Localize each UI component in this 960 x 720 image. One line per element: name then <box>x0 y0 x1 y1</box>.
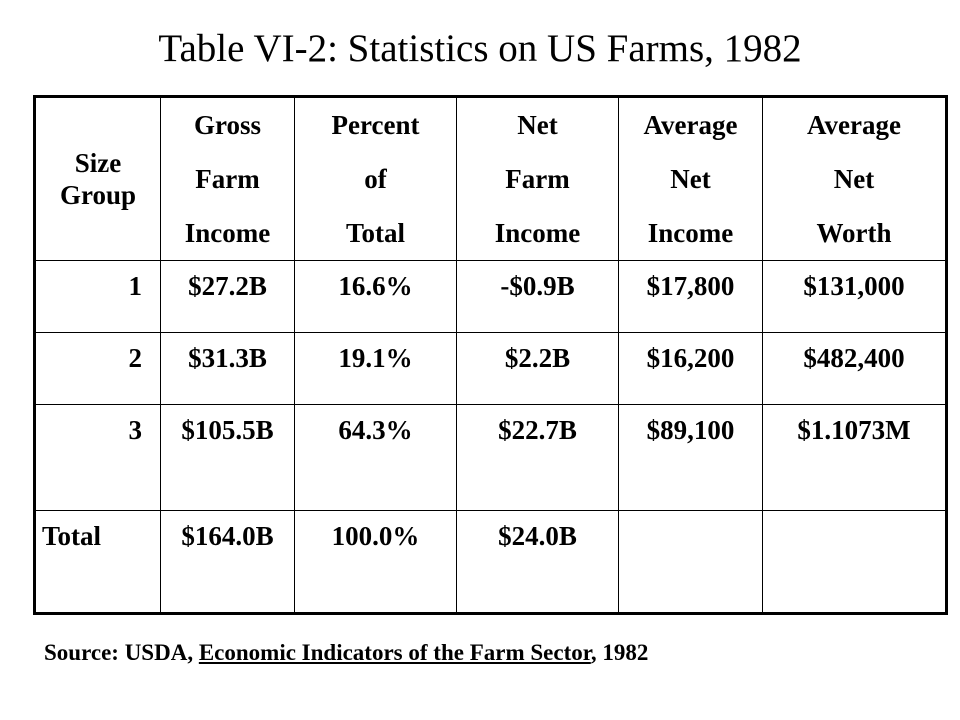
cell-net-farm-income: -$0.9B <box>456 260 619 333</box>
cell-size-group: Total <box>34 510 161 614</box>
table-row: Total $164.0B 100.0% $24.0B <box>34 510 947 614</box>
cell-average-net-income: $17,800 <box>618 260 763 333</box>
cell-gross-farm-income: $31.3B <box>160 332 295 405</box>
header-line: of <box>364 164 387 194</box>
cell-average-net-income: $89,100 <box>618 404 763 511</box>
header-line: Net <box>517 110 558 140</box>
header-average-net-worth: Average Net Worth <box>762 96 947 261</box>
cell-size-group: 3 <box>34 404 161 511</box>
header-line: Income <box>184 218 271 248</box>
header-row: Size Group Gross Farm Income Percent of … <box>34 96 947 261</box>
cell-net-farm-income: $22.7B <box>456 404 619 511</box>
cell-average-net-worth <box>762 510 947 614</box>
header-line: Farm <box>505 164 570 194</box>
cell-size-group: 1 <box>34 260 161 333</box>
cell-gross-farm-income: $105.5B <box>160 404 295 511</box>
header-line: Worth <box>816 218 892 248</box>
header-line: Average <box>807 110 901 140</box>
source-publication-title: Economic Indicators of the Farm Sector <box>198 640 591 665</box>
source-prefix: Source: USDA, <box>44 640 199 665</box>
cell-gross-farm-income: $27.2B <box>160 260 295 333</box>
header-line: Group <box>59 180 137 210</box>
page-title: Table VI-2: Statistics on US Farms, 1982 <box>158 27 802 70</box>
header-line: Size <box>74 148 122 178</box>
cell-average-net-income <box>618 510 763 614</box>
header-gross-farm-income: Gross Farm Income <box>160 96 295 261</box>
header-percent-of-total: Percent of Total <box>294 96 457 261</box>
header-line: Net <box>833 164 875 194</box>
cell-percent-of-total: 100.0% <box>294 510 457 614</box>
header-line: Gross <box>193 110 261 140</box>
table-row: 3 $105.5B 64.3% $22.7B $89,100 $1.1073M <box>34 404 947 511</box>
cell-average-net-worth: $482,400 <box>762 332 947 405</box>
cell-net-farm-income: $2.2B <box>456 332 619 405</box>
farm-statistics-table: Size Group Gross Farm Income Percent of … <box>33 95 948 615</box>
cell-average-net-worth: $131,000 <box>762 260 947 333</box>
table-row: 1 $27.2B 16.6% -$0.9B $17,800 $131,000 <box>34 260 947 333</box>
header-line: Total <box>345 218 406 248</box>
header-line: Income <box>494 218 581 248</box>
cell-average-net-worth: $1.1073M <box>762 404 947 511</box>
cell-percent-of-total: 16.6% <box>294 260 457 333</box>
cell-average-net-income: $16,200 <box>618 332 763 405</box>
header-net-farm-income: Net Farm Income <box>456 96 619 261</box>
cell-gross-farm-income: $164.0B <box>160 510 295 614</box>
header-line: Income <box>647 218 734 248</box>
source-citation: Source: USDA, Economic Indicators of the… <box>44 640 648 666</box>
source-suffix: , 1982 <box>590 640 649 665</box>
cell-percent-of-total: 64.3% <box>294 404 457 511</box>
header-line: Net <box>670 164 711 194</box>
header-line: Percent <box>331 110 420 140</box>
cell-net-farm-income: $24.0B <box>456 510 619 614</box>
cell-percent-of-total: 19.1% <box>294 332 457 405</box>
header-line: Average <box>643 110 738 140</box>
header-line: Farm <box>195 164 260 194</box>
cell-size-group: 2 <box>34 332 161 405</box>
header-size-group: Size Group <box>34 96 161 261</box>
table-row: 2 $31.3B 19.1% $2.2B $16,200 $482,400 <box>34 332 947 405</box>
header-average-net-income: Average Net Income <box>618 96 763 261</box>
